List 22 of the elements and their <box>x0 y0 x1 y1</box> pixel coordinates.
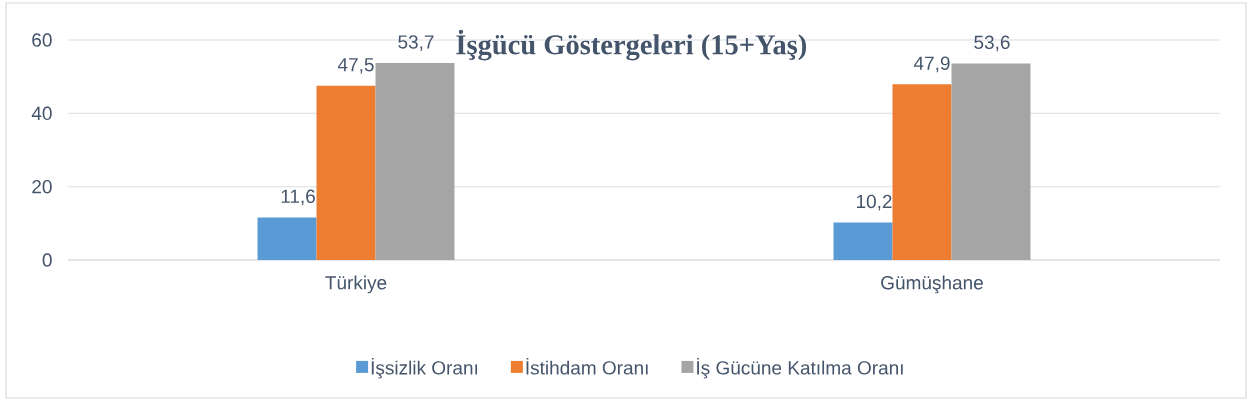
bar <box>375 63 455 260</box>
data-label: 53,7 <box>398 35 434 51</box>
y-tick-label: 60 <box>32 33 52 47</box>
data-label: 47,5 <box>337 58 374 74</box>
legend-label: İş Gücüne Katılma Oranı <box>697 357 903 379</box>
bar <box>257 217 317 260</box>
legend-label: İstihdam Oranı <box>526 357 648 375</box>
data-label: 47,9 <box>913 56 950 73</box>
data-label: 53,6 <box>974 35 1010 52</box>
bar <box>951 63 1031 260</box>
y-tick-label: 20 <box>32 179 52 194</box>
legend-label: İşsizlik Oranı <box>371 357 477 379</box>
bar <box>892 84 952 260</box>
x-tick-label: Türkiye <box>325 275 387 294</box>
chart-title: İşgücü Göstergeleri (15+Yaş) <box>456 29 807 61</box>
bar <box>833 222 893 260</box>
x-tick-label: Gümüşhane <box>881 275 983 294</box>
data-label: 10,2 <box>856 194 892 211</box>
y-tick-label: 0 <box>42 253 52 267</box>
y-tick-label: 40 <box>31 106 52 121</box>
data-label: 11,6 <box>281 189 315 206</box>
bar <box>316 85 376 260</box>
